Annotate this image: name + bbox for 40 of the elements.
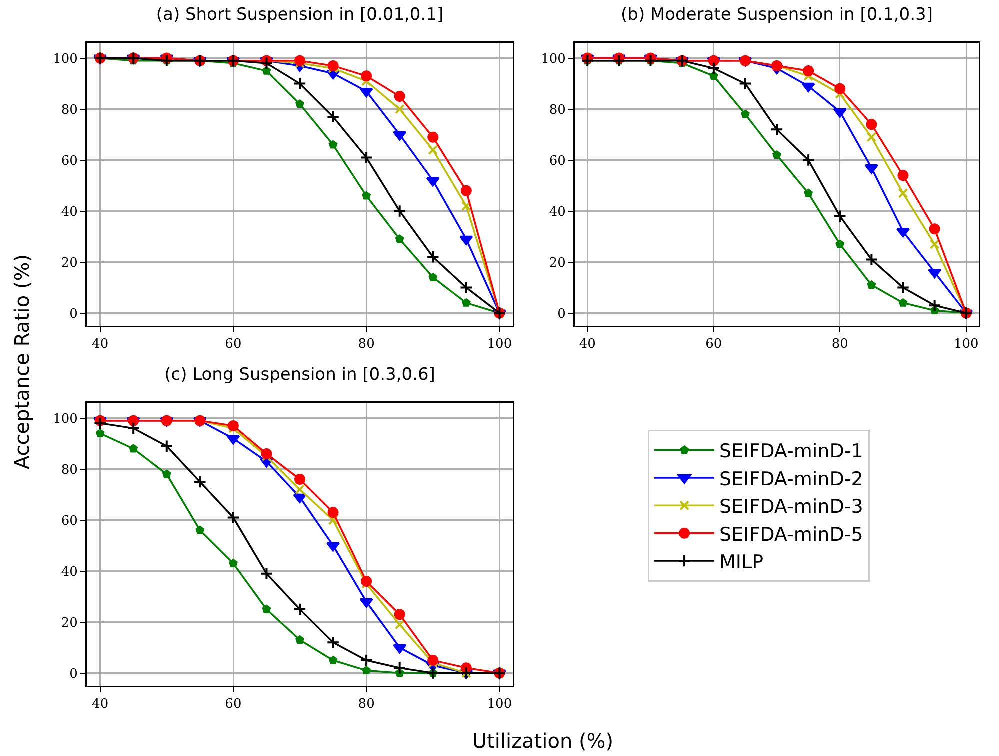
y-tick-label: 0: [558, 306, 566, 322]
y-tick-label: 40: [549, 204, 566, 220]
y-tick-label: 0: [70, 306, 78, 322]
y-tick-label: 60: [61, 154, 78, 169]
x-tick-label: 60: [225, 337, 242, 352]
y-tick-label: 40: [61, 564, 78, 580]
chart-title: (b) Moderate Suspension in [0.1,0.3]: [621, 4, 933, 25]
y-tick-label: 20: [549, 256, 566, 271]
x-tick-label: 60: [706, 337, 722, 352]
x-tick-label: 40: [92, 337, 109, 352]
y-tick-label: 80: [61, 102, 78, 118]
x-axis-title: Utilization (%): [472, 729, 614, 753]
x-tick-label: 40: [579, 337, 596, 352]
x-tick-label: 80: [832, 337, 848, 352]
legend-label: SEIFDA-minD-5: [720, 524, 864, 546]
y-tick-label: 60: [549, 154, 566, 169]
chart-title: (a) Short Suspension in [0.01,0.1]: [156, 4, 444, 25]
legend-label: SEIFDA-minD-2: [720, 468, 864, 490]
x-tick-label: 60: [225, 697, 242, 712]
y-tick-label: 100: [53, 412, 78, 427]
chart-title: (c) Long Suspension in [0.3,0.6]: [164, 364, 436, 385]
legend-label: SEIFDA-minD-3: [720, 496, 864, 518]
y-tick-label: 100: [541, 52, 566, 67]
legend-label: SEIFDA-minD-1: [720, 440, 864, 463]
x-tick-label: 80: [358, 337, 375, 352]
y-tick-label: 20: [61, 616, 78, 631]
x-tick-label: 100: [487, 337, 512, 352]
x-tick-label: 40: [92, 697, 109, 712]
y-tick-label: 80: [61, 462, 78, 478]
x-tick-label: 80: [358, 697, 375, 712]
y-tick-label: 20: [61, 256, 78, 271]
y-tick-label: 60: [61, 514, 78, 529]
x-tick-label: 100: [954, 337, 979, 352]
x-tick-label: 100: [487, 697, 512, 712]
y-axis-title: Acceptance Ratio (%): [10, 254, 34, 470]
y-tick-label: 40: [61, 204, 78, 220]
legend-label: MILP: [720, 551, 764, 574]
y-tick-label: 100: [53, 52, 78, 67]
y-tick-label: 80: [549, 102, 566, 118]
y-tick-label: 0: [70, 666, 78, 682]
